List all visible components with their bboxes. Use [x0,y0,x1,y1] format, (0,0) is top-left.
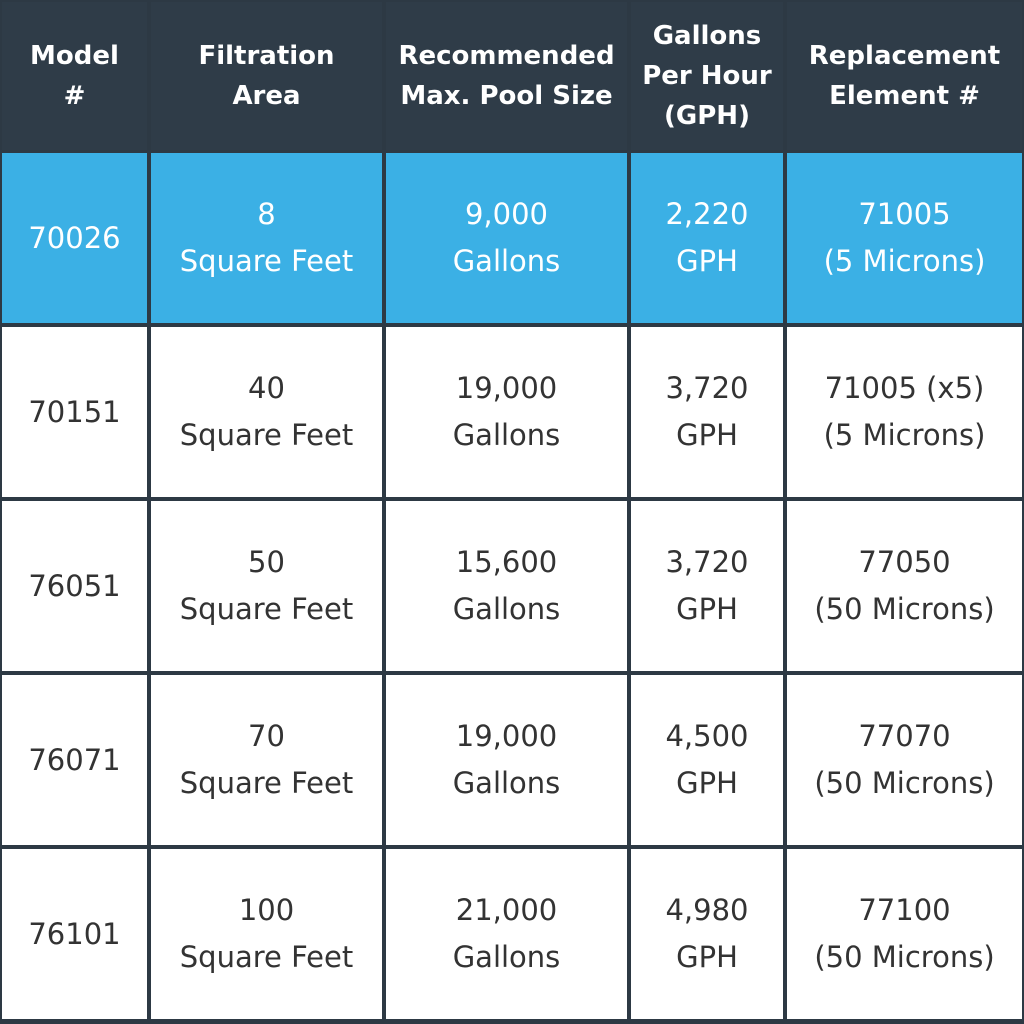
cell-text: 71005 [858,197,951,231]
table-cell: 4,500 GPH [631,675,783,845]
cell-text: (50 Microns) [814,592,995,626]
header-cell: Gallons Per Hour (GPH) [631,2,783,150]
cell-text: (50 Microns) [814,940,995,974]
table-cell: 21,000 Gallons [386,849,627,1019]
cell-text: 77050 [858,545,951,579]
cell-text: 76071 [28,742,121,777]
header-cell: Model # [2,2,147,150]
table-cell: 76071 [2,675,147,845]
table-cell: 3,720 GPH [631,327,783,497]
table-cell: 100 Square Feet [151,849,382,1019]
table-cell: 77070 (50 Microns) [787,675,1022,845]
cell-text: Gallons [452,244,561,278]
cell-text: Square Feet [179,592,354,626]
table-cell: 8 Square Feet [151,153,382,323]
cell-text: 21,000 [455,893,558,927]
table-cell: 71005 (x5) (5 Microns) [787,327,1022,497]
table-cell: 2,220 GPH [631,153,783,323]
cell-text: 70 [248,719,285,753]
cell-text: 77070 [858,719,951,753]
table-cell: 3,720 GPH [631,501,783,671]
cell-text: 19,000 [455,719,558,753]
cell-text: (50 Microns) [814,766,995,800]
cell-text: 19,000 [455,371,558,405]
cell-text: Gallons [452,940,561,974]
cell-text: 3,720 [665,545,749,579]
cell-text: GPH [676,418,738,452]
cell-text: Square Feet [179,766,354,800]
cell-text: Max. Pool Size [400,81,613,111]
table-cell: 9,000 Gallons [386,153,627,323]
cell-text: GPH [676,940,738,974]
cell-text: 15,600 [455,545,558,579]
table-cell: 70 Square Feet [151,675,382,845]
cell-text: Area [232,81,301,111]
cell-text: Element # [829,81,980,111]
cell-text: Square Feet [179,940,354,974]
cell-text: Recommended [398,41,615,71]
cell-text: Square Feet [179,244,354,278]
table-cell: 77050 (50 Microns) [787,501,1022,671]
table-cell: 77100 (50 Microns) [787,849,1022,1019]
cell-text: GPH [676,244,738,278]
table-cell: 50 Square Feet [151,501,382,671]
cell-text: 70026 [28,220,121,255]
cell-text: 77100 [858,893,951,927]
cell-text: GPH [676,592,738,626]
table-cell: 76051 [2,501,147,671]
cell-text: 4,980 [665,893,749,927]
table-cell: 19,000 Gallons [386,675,627,845]
table-cell: 4,980 GPH [631,849,783,1019]
cell-text: 8 [257,197,276,231]
cell-text: 76101 [28,916,121,951]
cell-text: Gallons [652,21,762,51]
cell-text: 76051 [28,568,121,603]
cell-text: Gallons [452,418,561,452]
table-cell: 15,600 Gallons [386,501,627,671]
cell-text: 50 [248,545,285,579]
cell-text: 71005 (x5) [824,371,985,405]
cell-text: 3,720 [665,371,749,405]
cell-text: Gallons [452,592,561,626]
table-cell: 70151 [2,327,147,497]
cell-text: Square Feet [179,418,354,452]
cell-text: (5 Microns) [823,244,986,278]
cell-text: (GPH) [664,101,750,131]
header-cell: Filtration Area [151,2,382,150]
table-cell: 71005 (5 Microns) [787,153,1022,323]
cell-text: Gallons [452,766,561,800]
cell-text: # [63,81,86,111]
table-cell: 40 Square Feet [151,327,382,497]
table-cell: 70026 [2,153,147,323]
cell-text: (5 Microns) [823,418,986,452]
header-cell: Replacement Element # [787,2,1022,150]
header-cell: Recommended Max. Pool Size [386,2,627,150]
cell-text: 40 [248,371,285,405]
cell-text: Filtration [198,41,335,71]
cell-text: 100 [238,893,295,927]
cell-text: 9,000 [464,197,549,231]
cell-text: Per Hour [642,61,772,91]
cell-text: 2,220 [665,197,749,231]
cell-text: 70151 [28,394,121,429]
table-cell: 76101 [2,849,147,1019]
cell-text: Model [30,41,119,71]
cell-text: Replacement [808,41,1001,71]
table-cell: 19,000 Gallons [386,327,627,497]
cell-text: 4,500 [665,719,749,753]
cell-text: GPH [676,766,738,800]
